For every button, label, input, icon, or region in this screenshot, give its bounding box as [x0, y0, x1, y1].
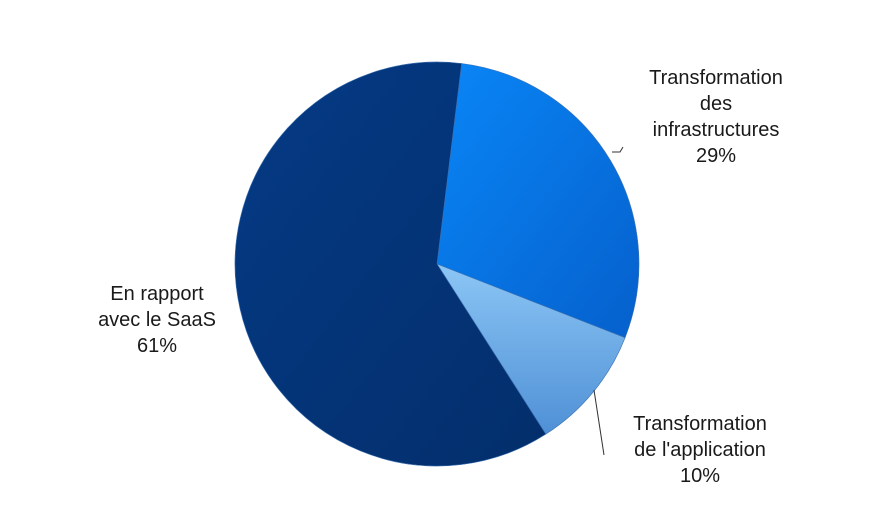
slice-category-label: En rapport	[110, 283, 204, 305]
slice-category-label: Transformation	[649, 67, 783, 89]
slice-labels: Transformation des infrastructures 29%Trans…	[98, 67, 783, 487]
label-transformation-application: Transformation de l'application 10%	[633, 413, 767, 487]
slice-value-label: 10%	[680, 465, 720, 487]
slice-category-label: des	[700, 93, 732, 115]
slice-category-label: Transformation	[633, 413, 767, 435]
label-saas: En rapport avec le SaaS 61%	[98, 283, 216, 357]
slice-saas	[234, 61, 547, 467]
slice-value-label: 29%	[696, 145, 736, 167]
slice-value-label: 61%	[137, 335, 177, 357]
pie-slices	[234, 61, 640, 467]
slice-transformation-infrastructures	[436, 63, 640, 339]
slice-category-label: de l'application	[634, 439, 766, 461]
leader-line	[612, 146, 624, 153]
leader-lines	[593, 146, 624, 456]
slice-category-label: avec le SaaS	[98, 309, 216, 331]
slice-transformation-application	[436, 263, 626, 435]
slice-category-label: infrastructures	[653, 119, 780, 141]
label-transformation-infrastructures: Transformation des infrastructures 29%	[649, 67, 783, 167]
leader-line	[593, 389, 605, 456]
